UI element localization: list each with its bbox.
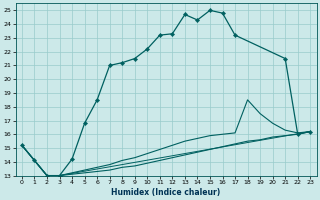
X-axis label: Humidex (Indice chaleur): Humidex (Indice chaleur) [111,188,221,197]
